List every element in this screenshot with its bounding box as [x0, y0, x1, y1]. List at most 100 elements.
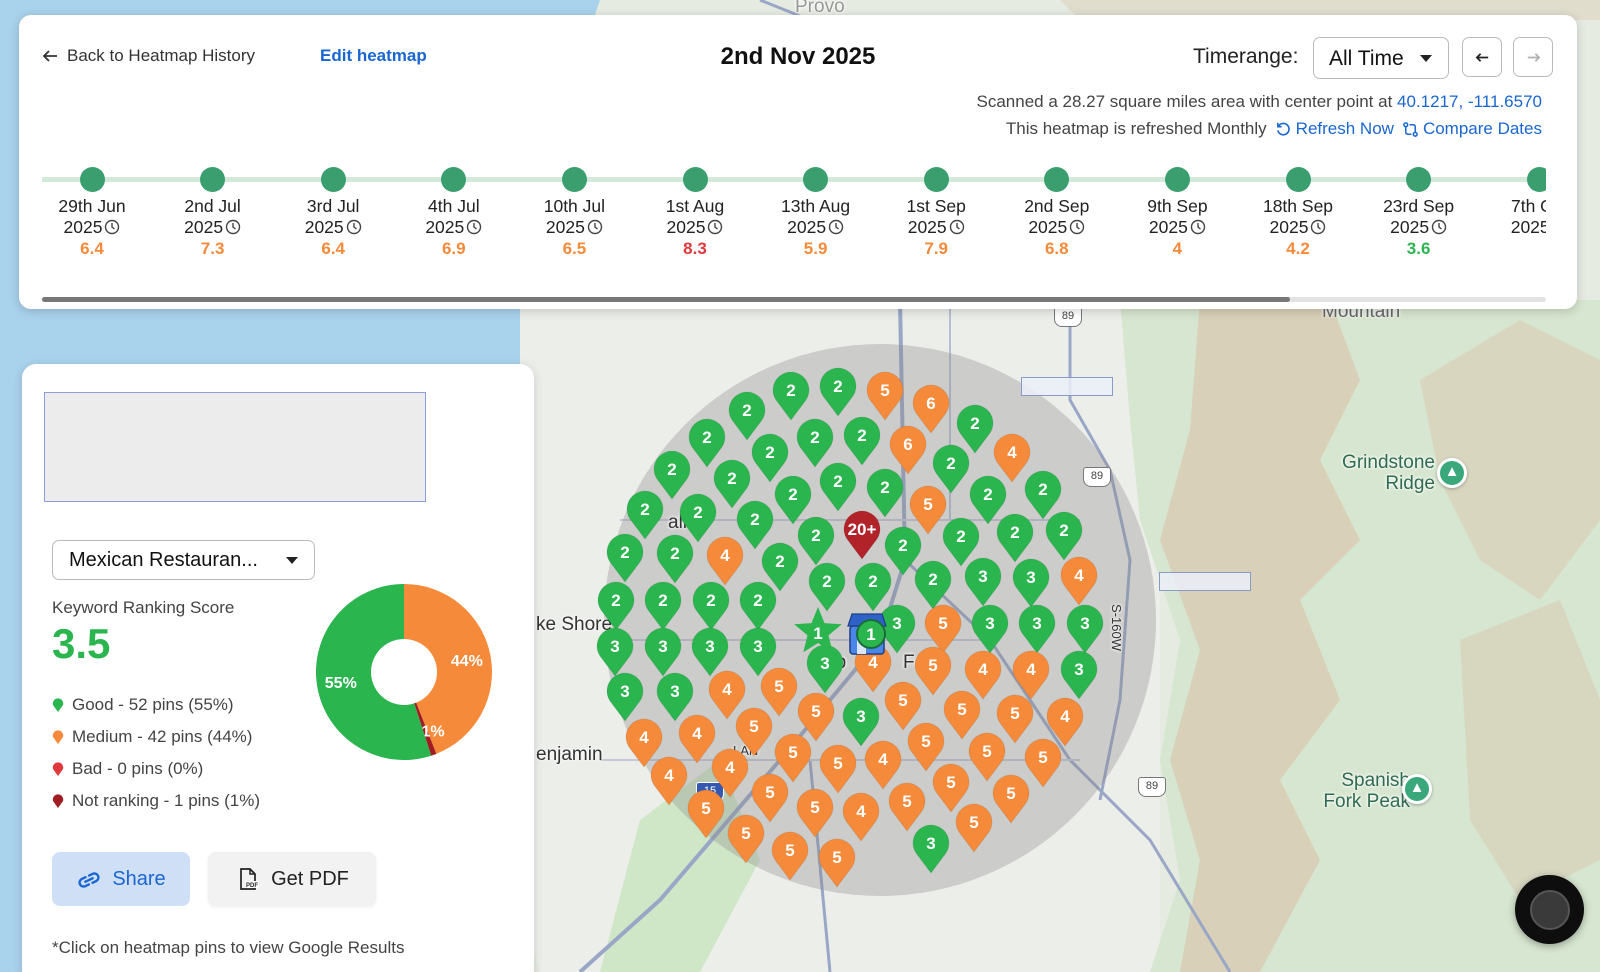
timeline-dot[interactable] [1406, 167, 1432, 192]
map-pin-medium[interactable]: 5 [771, 831, 809, 881]
map-pin-medium[interactable]: 5 [992, 774, 1030, 824]
back-to-history-link[interactable]: Back to Heatmap History [41, 46, 255, 66]
map-pin-good[interactable]: 2 [819, 462, 857, 512]
timeline-scroll-thumb[interactable] [42, 297, 1291, 302]
map-pin-medium[interactable]: 5 [932, 763, 970, 813]
timeline-dot[interactable] [320, 167, 346, 192]
timeline-entry[interactable]: 13th Aug 2025 5.9 [754, 165, 878, 259]
map-pin-medium[interactable]: 4 [864, 740, 902, 790]
map-pin-not-ranking[interactable]: 20+ [843, 510, 881, 560]
map-pin-good[interactable]: 3 [806, 644, 844, 694]
peak-marker-icon[interactable]: ▲ [1437, 458, 1467, 488]
map-pin-good[interactable]: 3 [656, 672, 694, 722]
map-pin-medium[interactable]: 5 [760, 667, 798, 717]
map-pin-good[interactable]: 2 [942, 517, 980, 567]
map-pin-good[interactable]: 2 [914, 560, 952, 610]
map-pin-medium[interactable]: 5 [735, 707, 773, 757]
map-pin-medium[interactable]: 5 [866, 371, 904, 421]
map-pin-good[interactable]: 2 [956, 404, 994, 454]
map-pin-good[interactable]: 2 [808, 562, 846, 612]
map-pin-good[interactable]: 2 [644, 581, 682, 631]
map-pin-good[interactable]: 2 [796, 418, 834, 468]
map-pin-medium[interactable]: 5 [888, 782, 926, 832]
map-pin-medium[interactable]: 4 [678, 714, 716, 764]
map-pin-medium[interactable]: 4 [708, 670, 746, 720]
map-pin-medium[interactable]: 4 [993, 433, 1031, 483]
map-pin-medium[interactable]: 5 [943, 690, 981, 740]
timeline-dot[interactable] [561, 167, 587, 192]
map-pin-good[interactable]: 2 [774, 475, 812, 525]
map-pin-good[interactable]: 2 [597, 581, 635, 631]
map-pin-good[interactable]: 2 [1045, 511, 1083, 561]
map-pin-medium[interactable]: 4 [650, 756, 688, 806]
map-pin-medium[interactable]: 4 [842, 792, 880, 842]
timeline-dot[interactable] [200, 167, 226, 192]
map-pin-good[interactable]: 2 [713, 459, 751, 509]
timerange-select[interactable]: All Time [1313, 37, 1449, 79]
timeline-dot[interactable] [441, 167, 467, 192]
map-pin-medium[interactable]: 5 [797, 692, 835, 742]
chat-support-button[interactable] [1515, 875, 1584, 944]
map-pin-good[interactable]: 3 [739, 627, 777, 677]
keyword-select[interactable]: Mexican Restauran... [52, 540, 315, 580]
timeline-dot[interactable] [1164, 167, 1190, 192]
map-pin-good[interactable]: 2 [656, 534, 694, 584]
timeline-entry[interactable]: 23rd Sep 2025 3.6 [1357, 165, 1481, 259]
map-pin-medium[interactable]: 4 [711, 748, 749, 798]
timeline-entry[interactable]: 2nd Jul 2025 7.3 [151, 165, 275, 259]
peak-marker-icon[interactable]: ▲ [1402, 774, 1432, 804]
map-pin-medium[interactable]: 5 [968, 732, 1006, 782]
timeline-dot[interactable] [79, 167, 105, 192]
map-pin-good[interactable]: 2 [606, 533, 644, 583]
map-pin-good[interactable]: 3 [1060, 650, 1098, 700]
map-pin-good[interactable]: 2 [772, 371, 810, 421]
get-pdf-button[interactable]: PDF Get PDF [208, 852, 376, 906]
map-pin-medium[interactable]: 5 [996, 694, 1034, 744]
timeline-entry[interactable]: 29th Jun 2025 6.4 [42, 165, 154, 259]
map-pin-good[interactable]: 3 [1012, 558, 1050, 608]
map-pin-medium[interactable]: 5 [924, 604, 962, 654]
map-pin-medium[interactable]: 6 [889, 425, 927, 475]
next-date-button[interactable] [1513, 37, 1553, 77]
map-pin-good[interactable]: 2 [932, 444, 970, 494]
map-pin-good[interactable]: 2 [884, 526, 922, 576]
map-pin-good[interactable]: 3 [606, 672, 644, 722]
timeline-entry[interactable]: 10th Jul 2025 6.5 [512, 165, 636, 259]
timeline-entry[interactable]: 4th Jul 2025 6.9 [392, 165, 516, 259]
map-pin-medium[interactable]: 5 [884, 681, 922, 731]
map-pin-medium[interactable]: 4 [1060, 556, 1098, 606]
map-pin-good[interactable]: 3 [842, 697, 880, 747]
timeline-dot[interactable] [923, 167, 949, 192]
map-pin-medium[interactable]: 5 [774, 733, 812, 783]
map-pin-business-rank[interactable]: 1 [856, 619, 886, 649]
map-pin-medium[interactable]: 4 [706, 536, 744, 586]
timeline-entry[interactable]: 9th Sep 2025 4 [1115, 165, 1239, 259]
map-pin-medium[interactable]: 5 [914, 646, 952, 696]
map-pin-medium[interactable]: 5 [819, 744, 857, 794]
map-pin-good[interactable]: 2 [688, 418, 726, 468]
compare-dates-button[interactable]: Compare Dates [1402, 119, 1542, 139]
map-pin-good[interactable]: 2 [626, 490, 664, 540]
map-pin-good[interactable]: 2 [761, 542, 799, 592]
timeline-dot[interactable] [682, 167, 708, 192]
map-pin-good[interactable]: 3 [912, 824, 950, 874]
map-pin-good[interactable]: 2 [751, 433, 789, 483]
timeline-dot[interactable] [1044, 167, 1070, 192]
map-pin-medium[interactable]: 5 [687, 789, 725, 839]
map-pin-good[interactable]: 3 [964, 557, 1002, 607]
map-pin-good[interactable]: 2 [866, 468, 904, 518]
map-pin-good[interactable]: 3 [1018, 604, 1056, 654]
map-pin-good[interactable]: 3 [1066, 604, 1104, 654]
map-pin-medium[interactable]: 5 [796, 788, 834, 838]
map-pin-good[interactable]: 2 [736, 500, 774, 550]
timeline-dot[interactable] [1285, 167, 1311, 192]
map-pin-good[interactable]: 2 [819, 367, 857, 417]
timeline-entry[interactable]: 7th Oct2025 [1477, 165, 1546, 239]
timeline-dot[interactable] [803, 167, 829, 192]
map-pin-good[interactable]: 3 [596, 627, 634, 677]
timeline-entry[interactable]: 2nd Sep 2025 6.8 [995, 165, 1119, 259]
map-pin-good[interactable]: 2 [739, 581, 777, 631]
map-pin-good[interactable]: 2 [692, 581, 730, 631]
map-pin-medium[interactable]: 5 [1024, 738, 1062, 788]
